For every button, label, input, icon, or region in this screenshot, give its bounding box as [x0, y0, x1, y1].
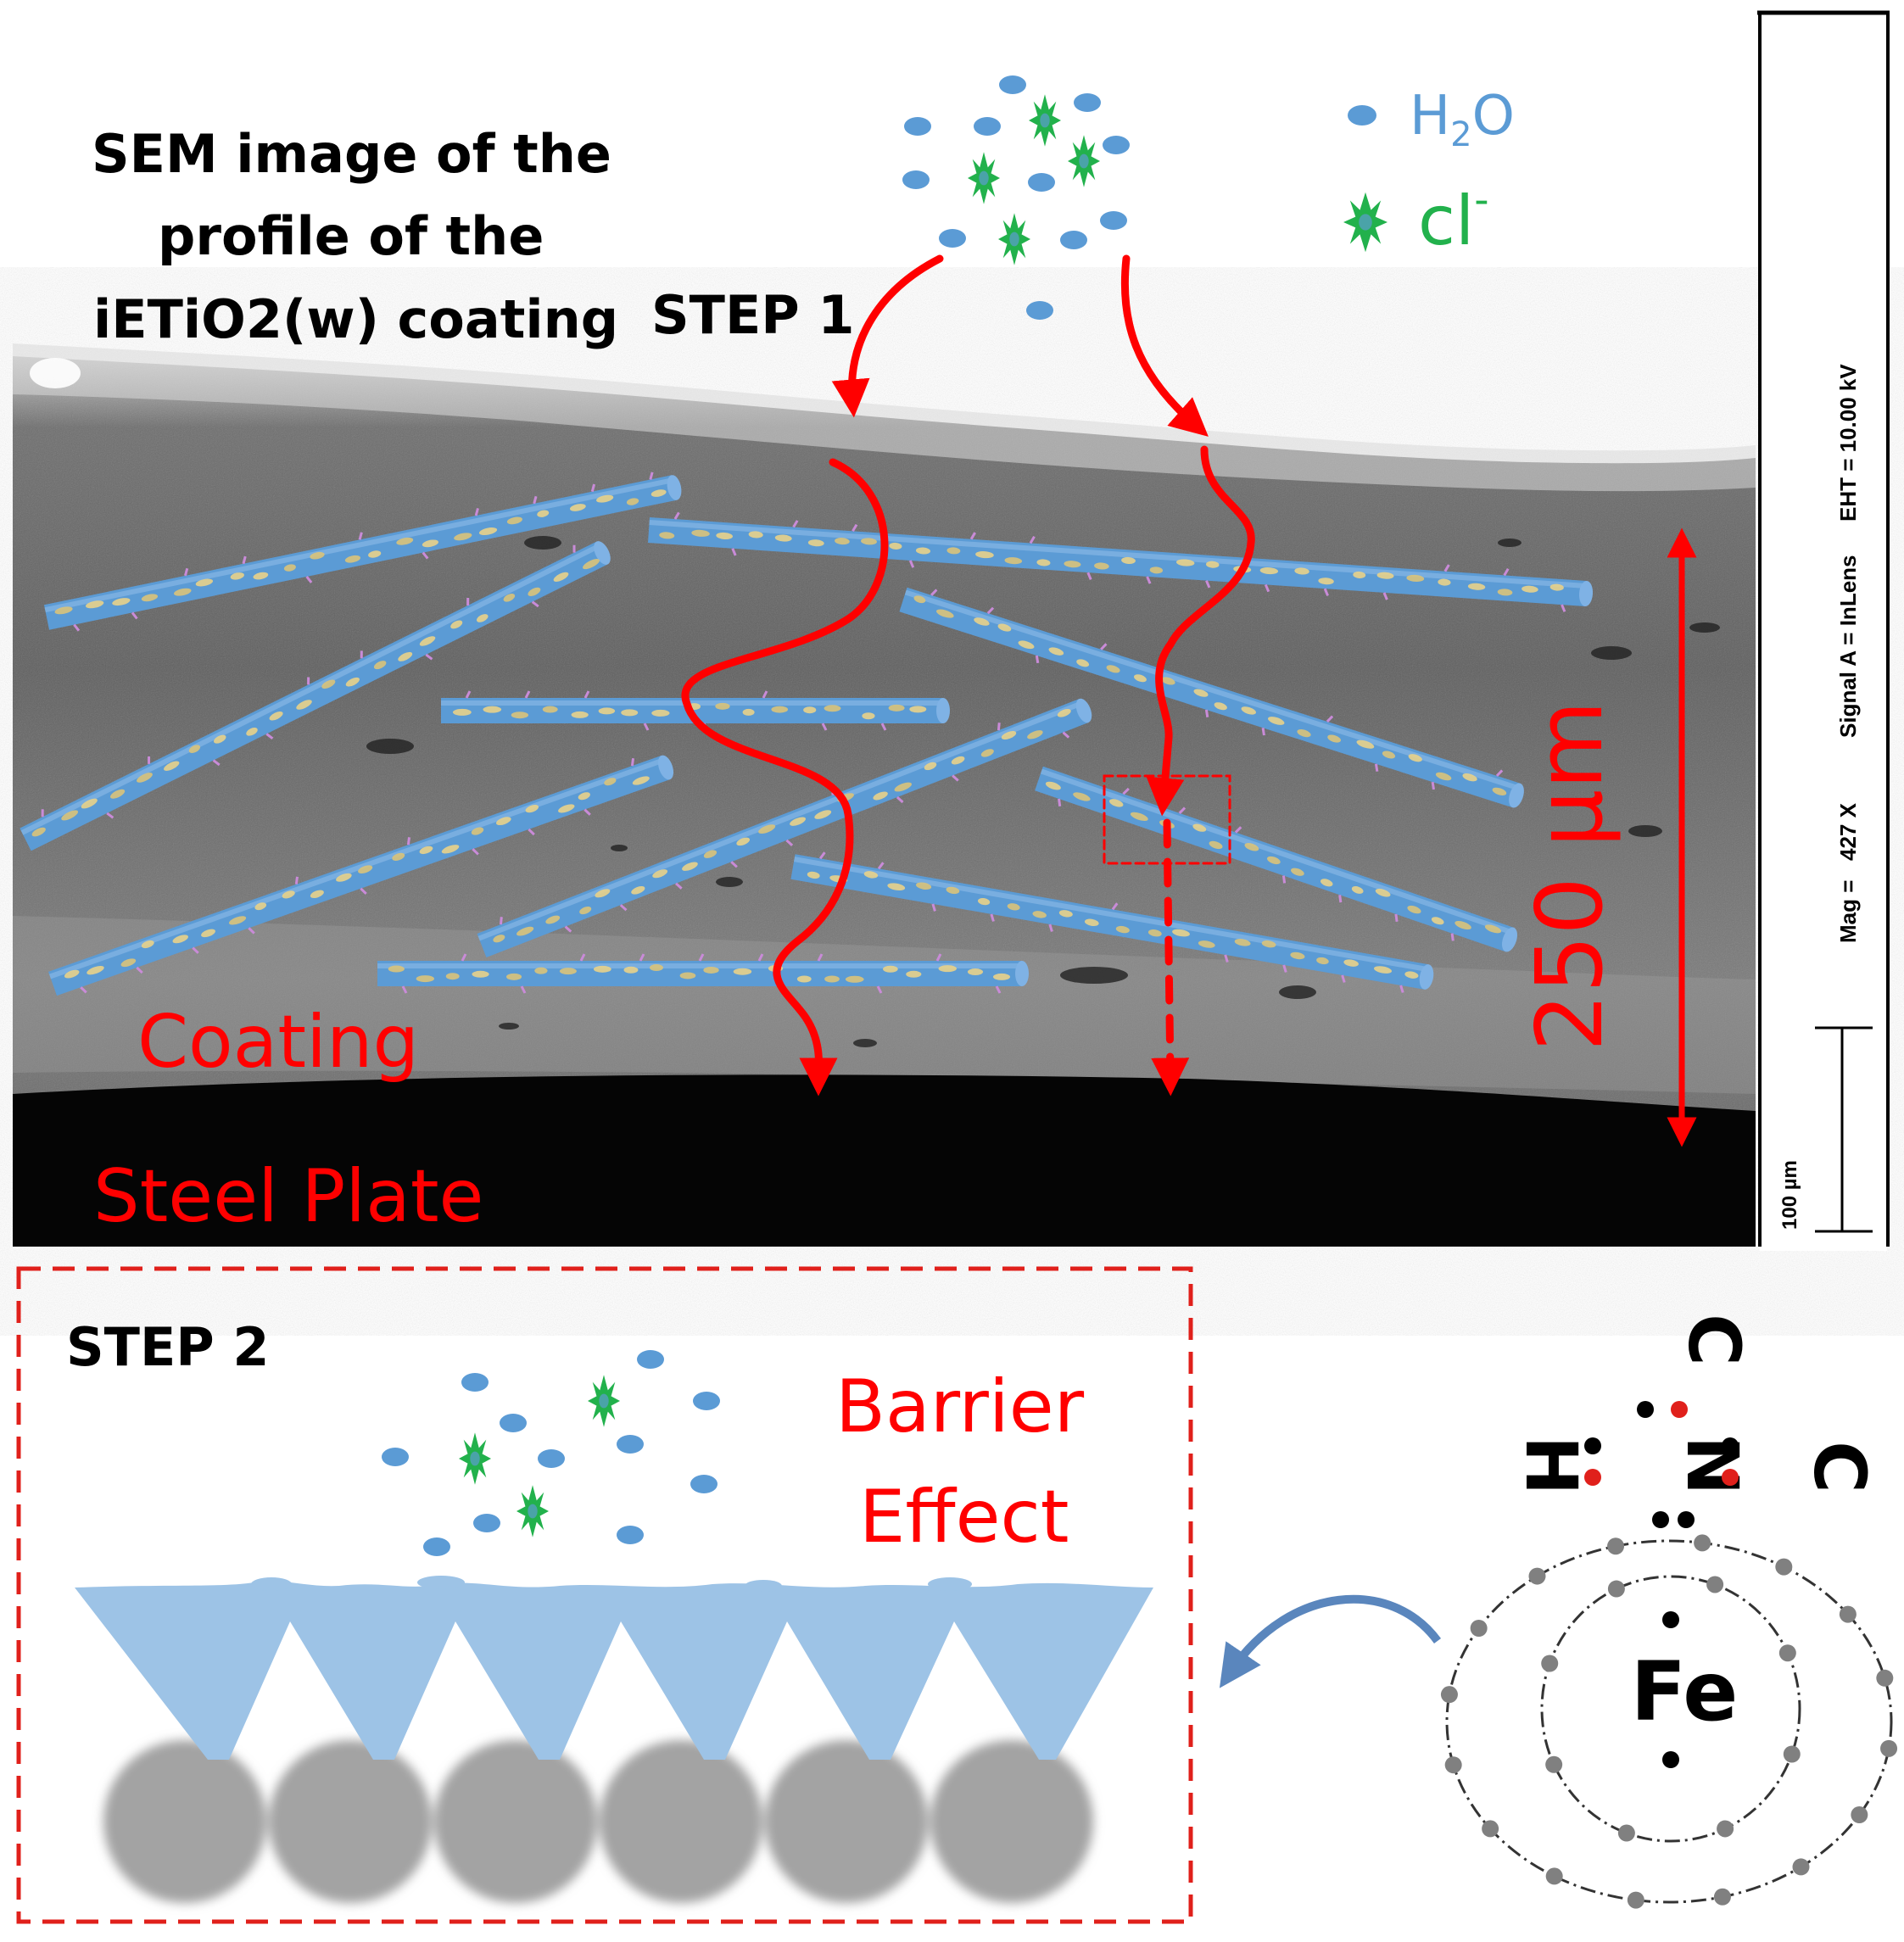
fiber	[477, 698, 1092, 957]
scale-label: 100 µm	[1778, 1160, 1801, 1230]
fiber	[899, 587, 1524, 808]
lone-pair-dots	[1584, 1401, 1739, 1528]
metal-particles	[103, 1740, 1093, 1903]
electrolyte-cluster-step2	[382, 1350, 720, 1556]
electron	[1778, 1644, 1796, 1662]
step2-label: STEP 2	[66, 1316, 269, 1378]
thickness-label: 250 µm	[1517, 700, 1623, 1052]
ligand-c-top: C	[1672, 1314, 1756, 1366]
electron	[1876, 1669, 1894, 1687]
ligand-c-right: C	[1798, 1441, 1881, 1493]
title-line-1: SEM image of the	[92, 123, 611, 185]
electron	[1545, 1755, 1563, 1773]
electron	[1617, 1824, 1635, 1842]
title-line-3: iETiO2(w) coating	[93, 288, 618, 350]
scale-bar: 100 µm	[1778, 1026, 1873, 1233]
electron	[1783, 1745, 1801, 1763]
legend-chloride-label: cl-	[1418, 176, 1489, 260]
panel-title: SEM image of the profile of the iETiO2(w…	[92, 123, 618, 350]
electron	[1482, 1820, 1499, 1838]
water-molecule-icon	[1348, 105, 1376, 126]
path-right-blocked	[1151, 818, 1190, 1097]
electron	[1694, 1534, 1711, 1552]
electron	[1541, 1655, 1559, 1672]
fiber	[790, 851, 1434, 993]
entry-arrow-left	[831, 254, 944, 418]
ligand-h: H	[1510, 1436, 1593, 1495]
ligand-n: N	[1671, 1436, 1754, 1495]
entry-arrow-right	[1120, 254, 1209, 437]
mag-value: 427 X	[1835, 802, 1861, 861]
steel-plate-label: Steel Plate	[93, 1154, 483, 1239]
step2-panel: STEP 2 Barrier Effect	[16, 1266, 1193, 1924]
electron	[1470, 1619, 1488, 1637]
barrier-line-1: Barrier	[835, 1364, 1085, 1449]
fe-symbol: Fe	[1631, 1644, 1739, 1739]
electron	[1607, 1580, 1625, 1598]
electron	[1717, 1820, 1734, 1838]
transfer-arrow	[1219, 1594, 1442, 1688]
electron	[1851, 1806, 1868, 1824]
barrier-film	[75, 1581, 1153, 1760]
inner-orbit	[1540, 1575, 1801, 1843]
thickness-indicator: 250 µm	[1517, 527, 1697, 1147]
electron	[1839, 1605, 1857, 1623]
electron	[1627, 1891, 1644, 1909]
title-line-2: profile of the	[158, 205, 544, 267]
barrier-line-2: Effect	[859, 1475, 1069, 1560]
eht-label: EHT = 10.00 kV	[1835, 364, 1861, 522]
signal-label: Signal A = InLens	[1835, 555, 1861, 738]
electron	[1440, 1686, 1458, 1704]
step2-frame	[16, 1266, 1193, 1924]
electron	[1713, 1888, 1731, 1906]
electron	[1607, 1537, 1625, 1555]
fiber	[43, 472, 682, 632]
coating-label: Coating	[137, 1000, 419, 1085]
legend-water-label: H2O	[1410, 85, 1515, 154]
electron	[1792, 1858, 1810, 1876]
path-left	[681, 458, 889, 1097]
iron-complex: Fe C N H C	[1440, 1314, 1898, 1909]
legend: H2O cl-	[1343, 85, 1515, 260]
electron	[1880, 1739, 1898, 1757]
electron	[1528, 1567, 1546, 1585]
fiber	[48, 755, 674, 996]
step1-label: STEP 1	[651, 284, 854, 346]
coating-fibers	[20, 472, 1594, 996]
outer-orbit	[1445, 1539, 1893, 1904]
sem-info-panel: EHT = 10.00 kV Signal A = InLens Mag = 4…	[1757, 8, 1890, 1251]
diffusion-paths	[681, 254, 1255, 1097]
mag-label: Mag =	[1835, 880, 1861, 943]
fiber	[20, 541, 611, 851]
electron	[1706, 1576, 1724, 1593]
fiber	[377, 953, 1029, 994]
path-right	[1146, 445, 1255, 817]
electrolyte-cluster-top	[902, 75, 1130, 320]
electron	[1775, 1558, 1793, 1576]
electron	[1444, 1756, 1462, 1774]
zoom-region-box	[1103, 774, 1231, 865]
electron	[1545, 1867, 1563, 1885]
